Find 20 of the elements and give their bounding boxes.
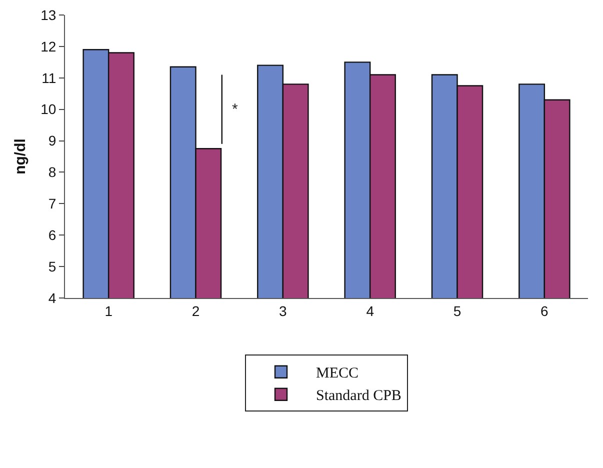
y-tick-label: 5	[48, 258, 56, 274]
y-tick-label: 6	[48, 227, 56, 244]
x-tick-label: 5	[453, 302, 462, 319]
y-tick-label: 7	[48, 196, 56, 212]
y-tick-label: 10	[40, 101, 56, 118]
x-tick-label: 3	[279, 302, 288, 319]
legend-label: Standard CPB	[316, 388, 402, 404]
legend-label: MECC	[316, 366, 359, 382]
y-tick-label: 12	[40, 38, 56, 54]
annotation: *	[232, 101, 238, 118]
x-tick-label: 1	[104, 302, 113, 319]
x-tick-label: 6	[540, 302, 549, 319]
y-tick-label: 8	[48, 164, 56, 180]
y-tick-label: 11	[42, 70, 56, 86]
y-tick-label: 13	[40, 6, 56, 23]
x-tick-label: 2	[192, 302, 200, 319]
y-tick-label: 4	[48, 290, 56, 306]
x-tick-label: 4	[366, 302, 374, 319]
y-tick-label: 9	[48, 132, 56, 149]
y-axis-title: ng/dl	[12, 138, 29, 174]
